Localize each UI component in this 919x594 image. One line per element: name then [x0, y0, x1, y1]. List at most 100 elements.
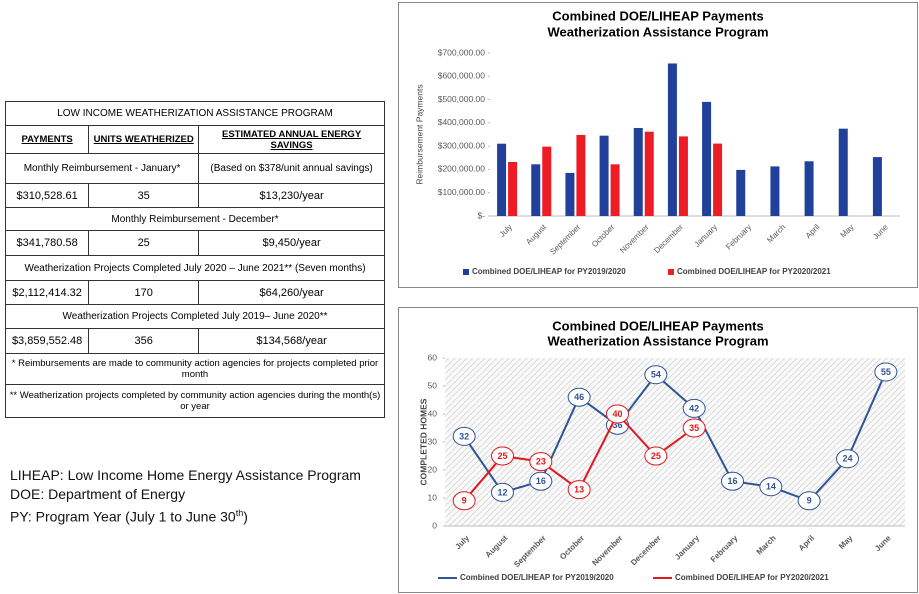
data-label: 9 [462, 496, 467, 506]
bar [497, 143, 507, 216]
bar [770, 166, 780, 216]
bar [736, 169, 746, 216]
footnote: ** Weatherization projects completed by … [5, 384, 385, 418]
bar [644, 131, 654, 216]
point [452, 491, 476, 511]
cell: 356 [88, 328, 200, 354]
bar [508, 161, 518, 216]
y-tick-label: $200,000.00 [438, 164, 486, 174]
cell: $310,528.61 [4, 183, 90, 208]
y-tick-label: $400,000.00 [438, 117, 486, 127]
y-tick-label: 10 [428, 492, 438, 502]
cell: $64,260/year [198, 280, 385, 305]
definitions: LIHEAP: Low Income Home Energy Assistanc… [10, 466, 361, 527]
line-chart: Combined DOE/LIHEAP PaymentsWeatherizati… [398, 307, 918, 593]
bar [531, 164, 541, 216]
data-label: 23 [536, 456, 546, 466]
point [682, 398, 706, 418]
point [874, 362, 898, 382]
bar [667, 63, 677, 216]
cell: $134,568/year [198, 328, 385, 354]
data-label: 46 [574, 392, 584, 402]
definition: LIHEAP: Low Income Home Energy Assistanc… [10, 467, 361, 483]
section-heading: Weatherization Projects Completed July 2… [5, 255, 385, 281]
point [529, 471, 553, 491]
legend-label: Combined DOE/LIHEAP for PY2020/2021 [675, 573, 829, 582]
bar [599, 135, 609, 216]
bar [633, 127, 643, 216]
summary-table: LOW INCOME WEATHERIZATION ASSISTANCE PRO… [4, 101, 385, 418]
y-tick-label: 40 [428, 408, 438, 418]
y-tick-label: $500,000.00 [438, 94, 486, 104]
column-header: PAYMENTS [4, 125, 90, 154]
legend-label: Combined DOE/LIHEAP for PY2020/2021 [677, 267, 831, 276]
definition: DOE: Department of Energy [10, 486, 186, 502]
data-label: 16 [536, 476, 546, 486]
data-label: 24 [842, 454, 852, 464]
y-tick-label: 50 [428, 380, 438, 390]
data-label: 12 [497, 487, 507, 497]
cell: $2,112,414.32 [4, 280, 90, 305]
chart-subtitle: Weatherization Assistance Program [547, 24, 768, 39]
y-axis-label: COMPLETED HOMES [418, 398, 428, 485]
legend-swatch [668, 269, 674, 275]
table-title: LOW INCOME WEATHERIZATION ASSISTANCE PRO… [5, 101, 385, 126]
data-label: 36 [612, 420, 622, 430]
y-tick-label: $100,000.00 [438, 187, 486, 197]
superscript: th [235, 508, 244, 518]
chart-frame [398, 2, 918, 288]
bar-chart: Combined DOE/LIHEAP PaymentsWeatherizati… [398, 2, 918, 288]
bar [678, 136, 688, 216]
y-tick-label: 60 [428, 352, 438, 362]
bar [713, 143, 723, 216]
data-label: 40 [612, 409, 622, 419]
cell: 25 [88, 230, 200, 256]
data-label: 35 [689, 423, 699, 433]
data-label: 55 [881, 367, 891, 377]
y-tick-label: $700,000.00 [438, 47, 486, 57]
y-tick-label: 0 [432, 520, 437, 530]
bar [702, 101, 712, 216]
footnote: * Reimbursements are made to community a… [5, 353, 385, 385]
bar [610, 164, 620, 216]
point [529, 452, 553, 472]
data-label: 54 [651, 370, 661, 380]
legend-swatch [463, 269, 469, 275]
data-label: 42 [689, 403, 699, 413]
point [759, 477, 783, 497]
chart-title: Combined DOE/LIHEAP Payments [552, 318, 763, 333]
point [644, 446, 668, 466]
point [644, 365, 668, 385]
definition: PY: Program Year (July 1 to June 30th) [10, 504, 361, 527]
data-label: 14 [766, 482, 776, 492]
point [567, 387, 591, 407]
data-label: 25 [651, 451, 661, 461]
column-header: UNITS WEATHERIZED [88, 125, 200, 154]
section-heading: Weatherization Projects Completed July 2… [5, 304, 385, 329]
section-heading: Monthly Reimbursement - December* [5, 207, 385, 231]
data-label: 32 [459, 431, 469, 441]
cell: $13,230/year [198, 183, 385, 208]
data-label: 16 [727, 476, 737, 486]
section-heading: Monthly Reimbursement - January* [4, 153, 200, 184]
point [567, 480, 591, 500]
point [491, 482, 514, 502]
definition-text: PY: Program Year (July 1 to June 30 [10, 508, 236, 525]
y-tick-label: $- [477, 210, 485, 220]
data-label: 25 [497, 451, 507, 461]
legend-label: Combined DOE/LIHEAP for PY2019/2020 [460, 573, 614, 582]
data-label: 9 [807, 496, 812, 506]
point [452, 426, 476, 446]
cell: $341,780.58 [4, 230, 90, 256]
point [606, 404, 629, 424]
y-tick-label: 20 [428, 464, 438, 474]
column-header: ESTIMATED ANNUAL ENERGY SAVINGS [198, 125, 385, 154]
bar [542, 146, 552, 216]
definition-text: ) [243, 508, 248, 525]
point [721, 471, 744, 491]
chart-subtitle: Weatherization Assistance Program [547, 333, 768, 348]
data-label: 13 [574, 484, 584, 494]
chart-title: Combined DOE/LIHEAP Payments [552, 8, 763, 23]
point [682, 418, 706, 438]
